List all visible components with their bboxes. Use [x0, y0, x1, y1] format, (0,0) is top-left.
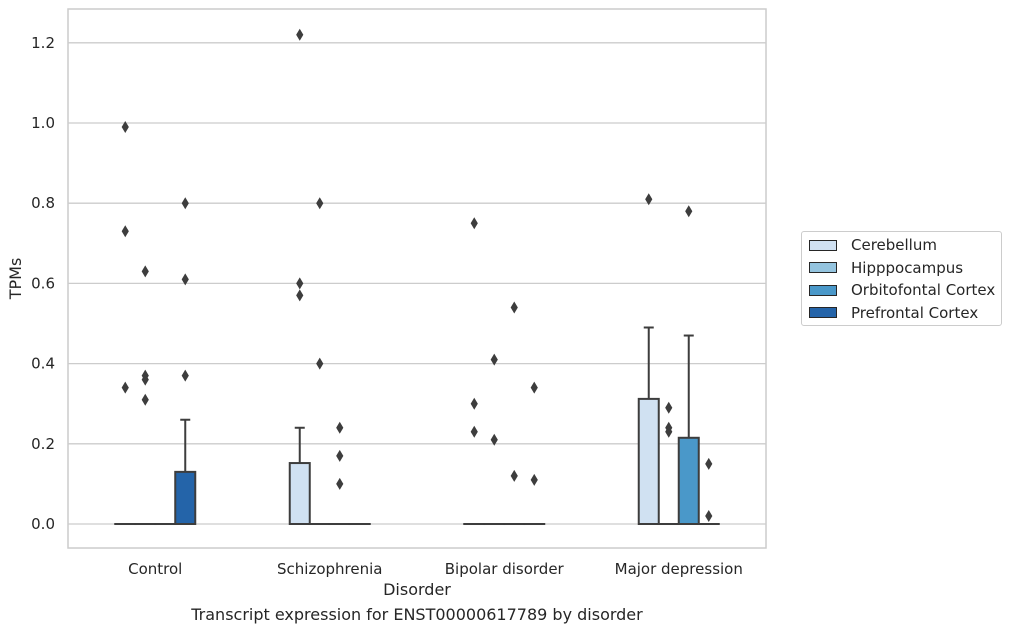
outlier-point: [121, 121, 129, 134]
legend-swatch: [809, 307, 837, 318]
y-tick-label: 0.8: [31, 194, 55, 212]
outlier-point: [470, 217, 478, 230]
outlier-point: [316, 197, 324, 210]
outlier-point: [141, 265, 149, 278]
legend-swatch: [809, 284, 837, 296]
y-tick-label: 0.6: [31, 274, 55, 292]
y-tick-label: 0.2: [31, 435, 55, 453]
y-tick-label: 0.4: [31, 355, 55, 373]
outlier-point: [490, 433, 498, 446]
outlier-point: [705, 457, 713, 470]
outlier-point: [490, 353, 498, 366]
legend-label: Orbitofontal Cortex: [851, 281, 996, 299]
y-axis-label: TPMs: [6, 258, 25, 301]
legend-item: Orbitofontal Cortex: [809, 281, 995, 299]
legend-label: Cerebellum: [851, 236, 937, 254]
box: [288, 462, 311, 526]
outlier-point: [121, 381, 129, 394]
y-tick-label: 0.0: [31, 515, 55, 533]
figure-caption: Transcript expression for ENST0000061778…: [191, 605, 643, 624]
outlier-point: [296, 277, 304, 290]
outlier-point: [685, 205, 693, 218]
x-tick-label: Major depression: [615, 560, 743, 578]
outlier-point: [141, 373, 149, 386]
x-tick-label: Schizophrenia: [277, 560, 382, 578]
y-tick-labels: 0.0 0.2 0.4 0.6 0.8 1.0 1.2: [31, 34, 55, 533]
outlier-point: [336, 449, 344, 462]
plot-frame: [67, 8, 767, 549]
legend-label: Prefrontal Cortex: [851, 303, 979, 322]
outlier-point: [181, 197, 189, 210]
legend-swatch: [809, 239, 837, 251]
box-layer: [114, 326, 720, 526]
outlier-point: [645, 193, 653, 206]
y-tick-label: 1.2: [31, 34, 55, 52]
outlier-point: [336, 421, 344, 434]
outlier-point: [316, 357, 324, 370]
x-tick-label: Bipolar disorder: [445, 560, 565, 578]
legend-swatch: [809, 262, 837, 273]
outlier-point: [296, 28, 304, 41]
outlier-point: [141, 393, 149, 406]
outlier-point: [510, 301, 518, 314]
x-tick-label: Control: [128, 560, 182, 578]
outlier-point: [470, 397, 478, 410]
outlier-point: [530, 381, 538, 394]
outlier-point: [296, 289, 304, 302]
box: [637, 397, 660, 525]
outlier-point: [665, 401, 673, 414]
outlier-point: [510, 469, 518, 482]
outlier-point: [121, 225, 129, 238]
legend-item: Hipppocampus: [809, 259, 963, 277]
grid-layer: [68, 42, 766, 525]
outlier-layer: [121, 28, 713, 522]
box: [174, 470, 197, 525]
legend: Cerebellum Hipppocampus Orbitofontal Corte…: [801, 231, 1002, 326]
outlier-point: [665, 425, 673, 438]
outlier-point: [181, 273, 189, 286]
y-tick-label: 1.0: [31, 114, 55, 132]
legend-item: Prefrontal Cortex: [809, 304, 978, 322]
box: [677, 436, 700, 525]
outlier-point: [336, 477, 344, 490]
outlier-point: [470, 425, 478, 438]
legend-item: Cerebellum: [809, 236, 937, 254]
outlier-point: [181, 369, 189, 382]
x-axis-label: Disorder: [383, 580, 451, 599]
outlier-point: [705, 509, 713, 522]
x-tick-labels: Control Schizophrenia Bipolar disorder Majo…: [128, 560, 743, 578]
legend-label: Hipppocampus: [851, 258, 964, 277]
outlier-point: [530, 473, 538, 486]
